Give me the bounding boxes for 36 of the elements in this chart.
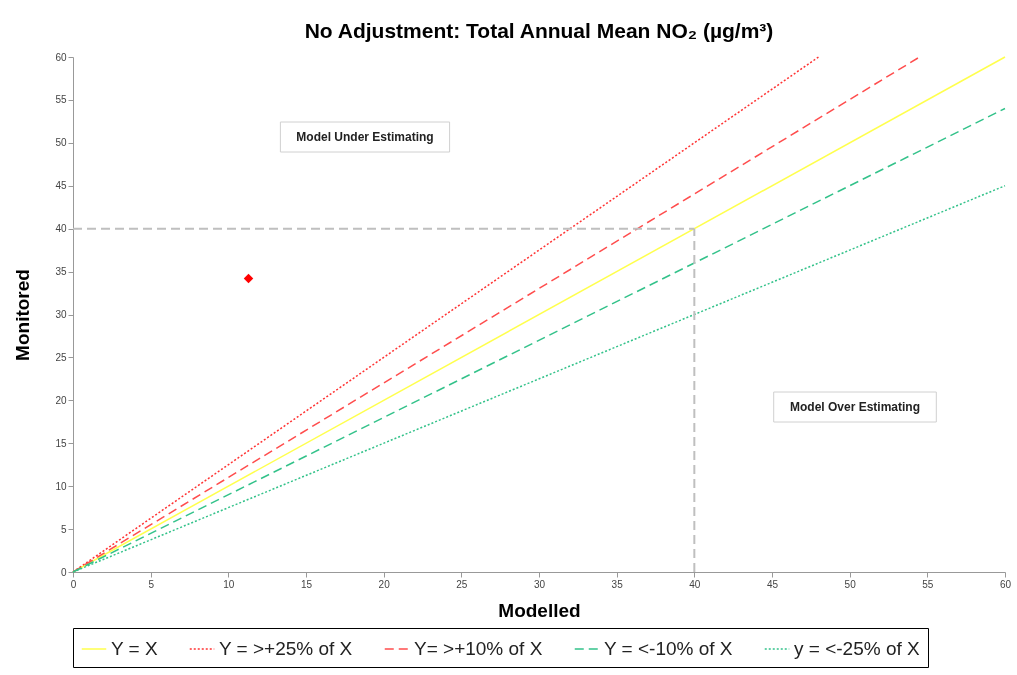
x-tick-label: 60 bbox=[999, 578, 1012, 590]
y-tick-label: 10 bbox=[55, 480, 67, 492]
x-tick-label: 40 bbox=[689, 578, 701, 590]
x-tick-label: 35 bbox=[611, 578, 624, 590]
y-tick-label: 50 bbox=[55, 137, 67, 149]
y-tick-label: 30 bbox=[55, 309, 67, 320]
x-tick-label: 45 bbox=[766, 578, 779, 590]
y-tick-label: 25 bbox=[55, 351, 67, 363]
annotation: Model Under Estimating bbox=[296, 130, 434, 144]
x-tick-label: 5 bbox=[148, 578, 155, 590]
y-tick-label: 35 bbox=[55, 266, 67, 278]
y-tick-label: 40 bbox=[55, 223, 67, 235]
x-tick-label: 30 bbox=[533, 578, 546, 590]
legend-label: y = <-25% of X bbox=[794, 638, 921, 659]
chart-title: No Adjustment: Total Annual Mean NO₂ (µg/m³) bbox=[304, 19, 774, 42]
y-tick-label: 20 bbox=[55, 394, 67, 406]
legend-label: Y = <-10% of X bbox=[604, 638, 733, 659]
x-tick-label: 55 bbox=[922, 578, 934, 590]
legend-label: Y = X bbox=[111, 638, 158, 659]
y-tick-label: 45 bbox=[55, 180, 67, 192]
y-tick-label: 5 bbox=[60, 523, 67, 535]
y-tick-label: 0 bbox=[60, 566, 67, 578]
y-tick-label: 15 bbox=[55, 437, 67, 449]
legend-label: Y = >+25% of X bbox=[219, 638, 353, 659]
legend-label: Y= >+10% of X bbox=[414, 638, 543, 659]
x-tick-label: 50 bbox=[844, 578, 857, 590]
y-tick-label: 55 bbox=[55, 94, 67, 106]
x-tick-label: 25 bbox=[456, 578, 468, 590]
x-axis-title: Modelled bbox=[498, 599, 581, 621]
x-tick-label: 15 bbox=[300, 578, 313, 590]
x-tick-label: 20 bbox=[378, 578, 391, 590]
y-tick-label: 60 bbox=[55, 51, 67, 63]
y-axis-title: Monitored bbox=[12, 269, 34, 361]
x-tick-label: 0 bbox=[70, 578, 77, 590]
annotation: Model Over Estimating bbox=[789, 400, 921, 414]
x-tick-label: 10 bbox=[223, 578, 235, 590]
